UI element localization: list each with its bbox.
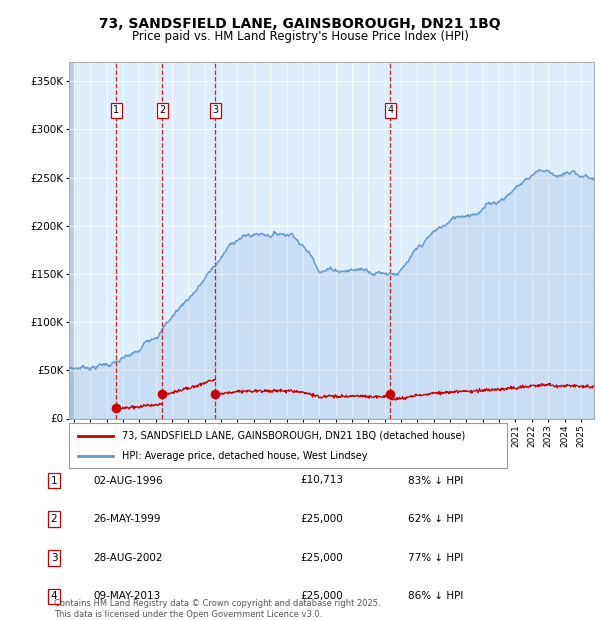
Text: 1: 1 <box>50 476 58 485</box>
Text: £10,713: £10,713 <box>300 476 343 485</box>
Text: 4: 4 <box>50 591 58 601</box>
Text: 77% ↓ HPI: 77% ↓ HPI <box>408 553 463 563</box>
Text: 86% ↓ HPI: 86% ↓ HPI <box>408 591 463 601</box>
Text: 4: 4 <box>388 105 394 115</box>
FancyBboxPatch shape <box>69 423 507 468</box>
Text: 26-MAY-1999: 26-MAY-1999 <box>93 514 161 524</box>
Text: £25,000: £25,000 <box>300 553 343 563</box>
Point <box>386 389 395 399</box>
Text: 73, SANDSFIELD LANE, GAINSBOROUGH, DN21 1BQ (detached house): 73, SANDSFIELD LANE, GAINSBOROUGH, DN21 … <box>122 430 465 441</box>
Point <box>157 389 167 399</box>
Point <box>211 389 220 399</box>
Text: 73, SANDSFIELD LANE, GAINSBOROUGH, DN21 1BQ: 73, SANDSFIELD LANE, GAINSBOROUGH, DN21 … <box>99 17 501 32</box>
Bar <box>69 62 74 419</box>
Text: 1: 1 <box>113 105 119 115</box>
Point <box>112 403 121 413</box>
Text: 28-AUG-2002: 28-AUG-2002 <box>93 553 163 563</box>
Text: 02-AUG-1996: 02-AUG-1996 <box>93 476 163 485</box>
Text: 3: 3 <box>50 553 58 563</box>
Text: £25,000: £25,000 <box>300 591 343 601</box>
Text: 2: 2 <box>50 514 58 524</box>
Text: HPI: Average price, detached house, West Lindsey: HPI: Average price, detached house, West… <box>122 451 367 461</box>
Text: Price paid vs. HM Land Registry's House Price Index (HPI): Price paid vs. HM Land Registry's House … <box>131 30 469 43</box>
Text: 83% ↓ HPI: 83% ↓ HPI <box>408 476 463 485</box>
Text: Contains HM Land Registry data © Crown copyright and database right 2025.
This d: Contains HM Land Registry data © Crown c… <box>54 600 380 619</box>
Text: 2: 2 <box>159 105 165 115</box>
Text: 3: 3 <box>212 105 218 115</box>
Text: 09-MAY-2013: 09-MAY-2013 <box>93 591 160 601</box>
Text: 62% ↓ HPI: 62% ↓ HPI <box>408 514 463 524</box>
Text: £25,000: £25,000 <box>300 514 343 524</box>
